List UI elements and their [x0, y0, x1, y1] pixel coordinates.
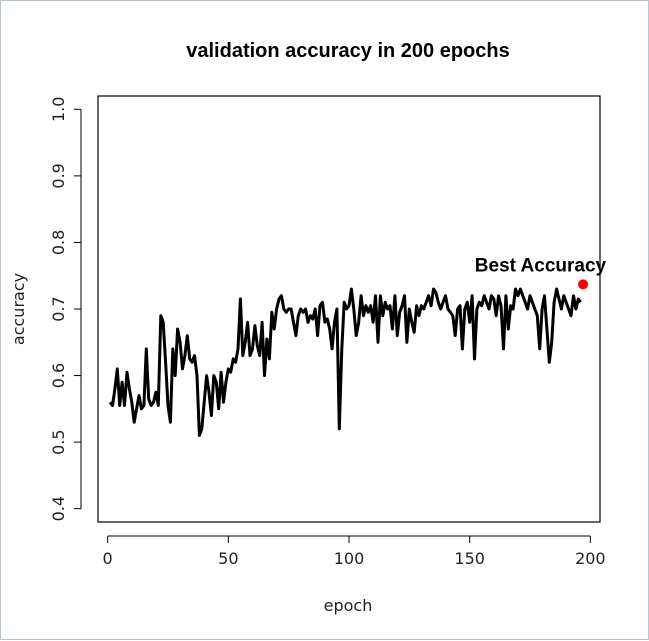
y-tick-label: 1.0	[49, 97, 68, 122]
plot-box	[97, 95, 601, 523]
accuracy-series-line	[108, 287, 582, 437]
x-tick-label: 50	[218, 549, 238, 568]
y-tick-label: 0.4	[49, 496, 68, 521]
x-axis: 0 50 100 150 200	[103, 535, 606, 568]
x-tick-label: 200	[575, 549, 606, 568]
best-accuracy-marker	[578, 279, 589, 290]
x-tick-label: 100	[334, 549, 365, 568]
y-tick-label: 0.7	[49, 296, 68, 321]
y-axis: 0.4 0.5 0.6 0.7 0.8 0.9 1.0	[49, 97, 82, 521]
x-tick-label: 150	[454, 549, 485, 568]
best-accuracy-label: Best Accuracy	[475, 255, 607, 276]
x-axis-label: epoch	[324, 596, 373, 615]
y-tick-label: 0.6	[49, 363, 68, 388]
y-tick-label: 0.5	[49, 429, 68, 454]
y-tick-label: 0.9	[49, 163, 68, 188]
y-axis-label: accuracy	[9, 273, 28, 345]
series-layer	[108, 279, 589, 437]
y-tick-label: 0.8	[49, 230, 68, 255]
chart-title: validation accuracy in 200 epochs	[186, 40, 509, 62]
x-tick-label: 0	[103, 549, 113, 568]
